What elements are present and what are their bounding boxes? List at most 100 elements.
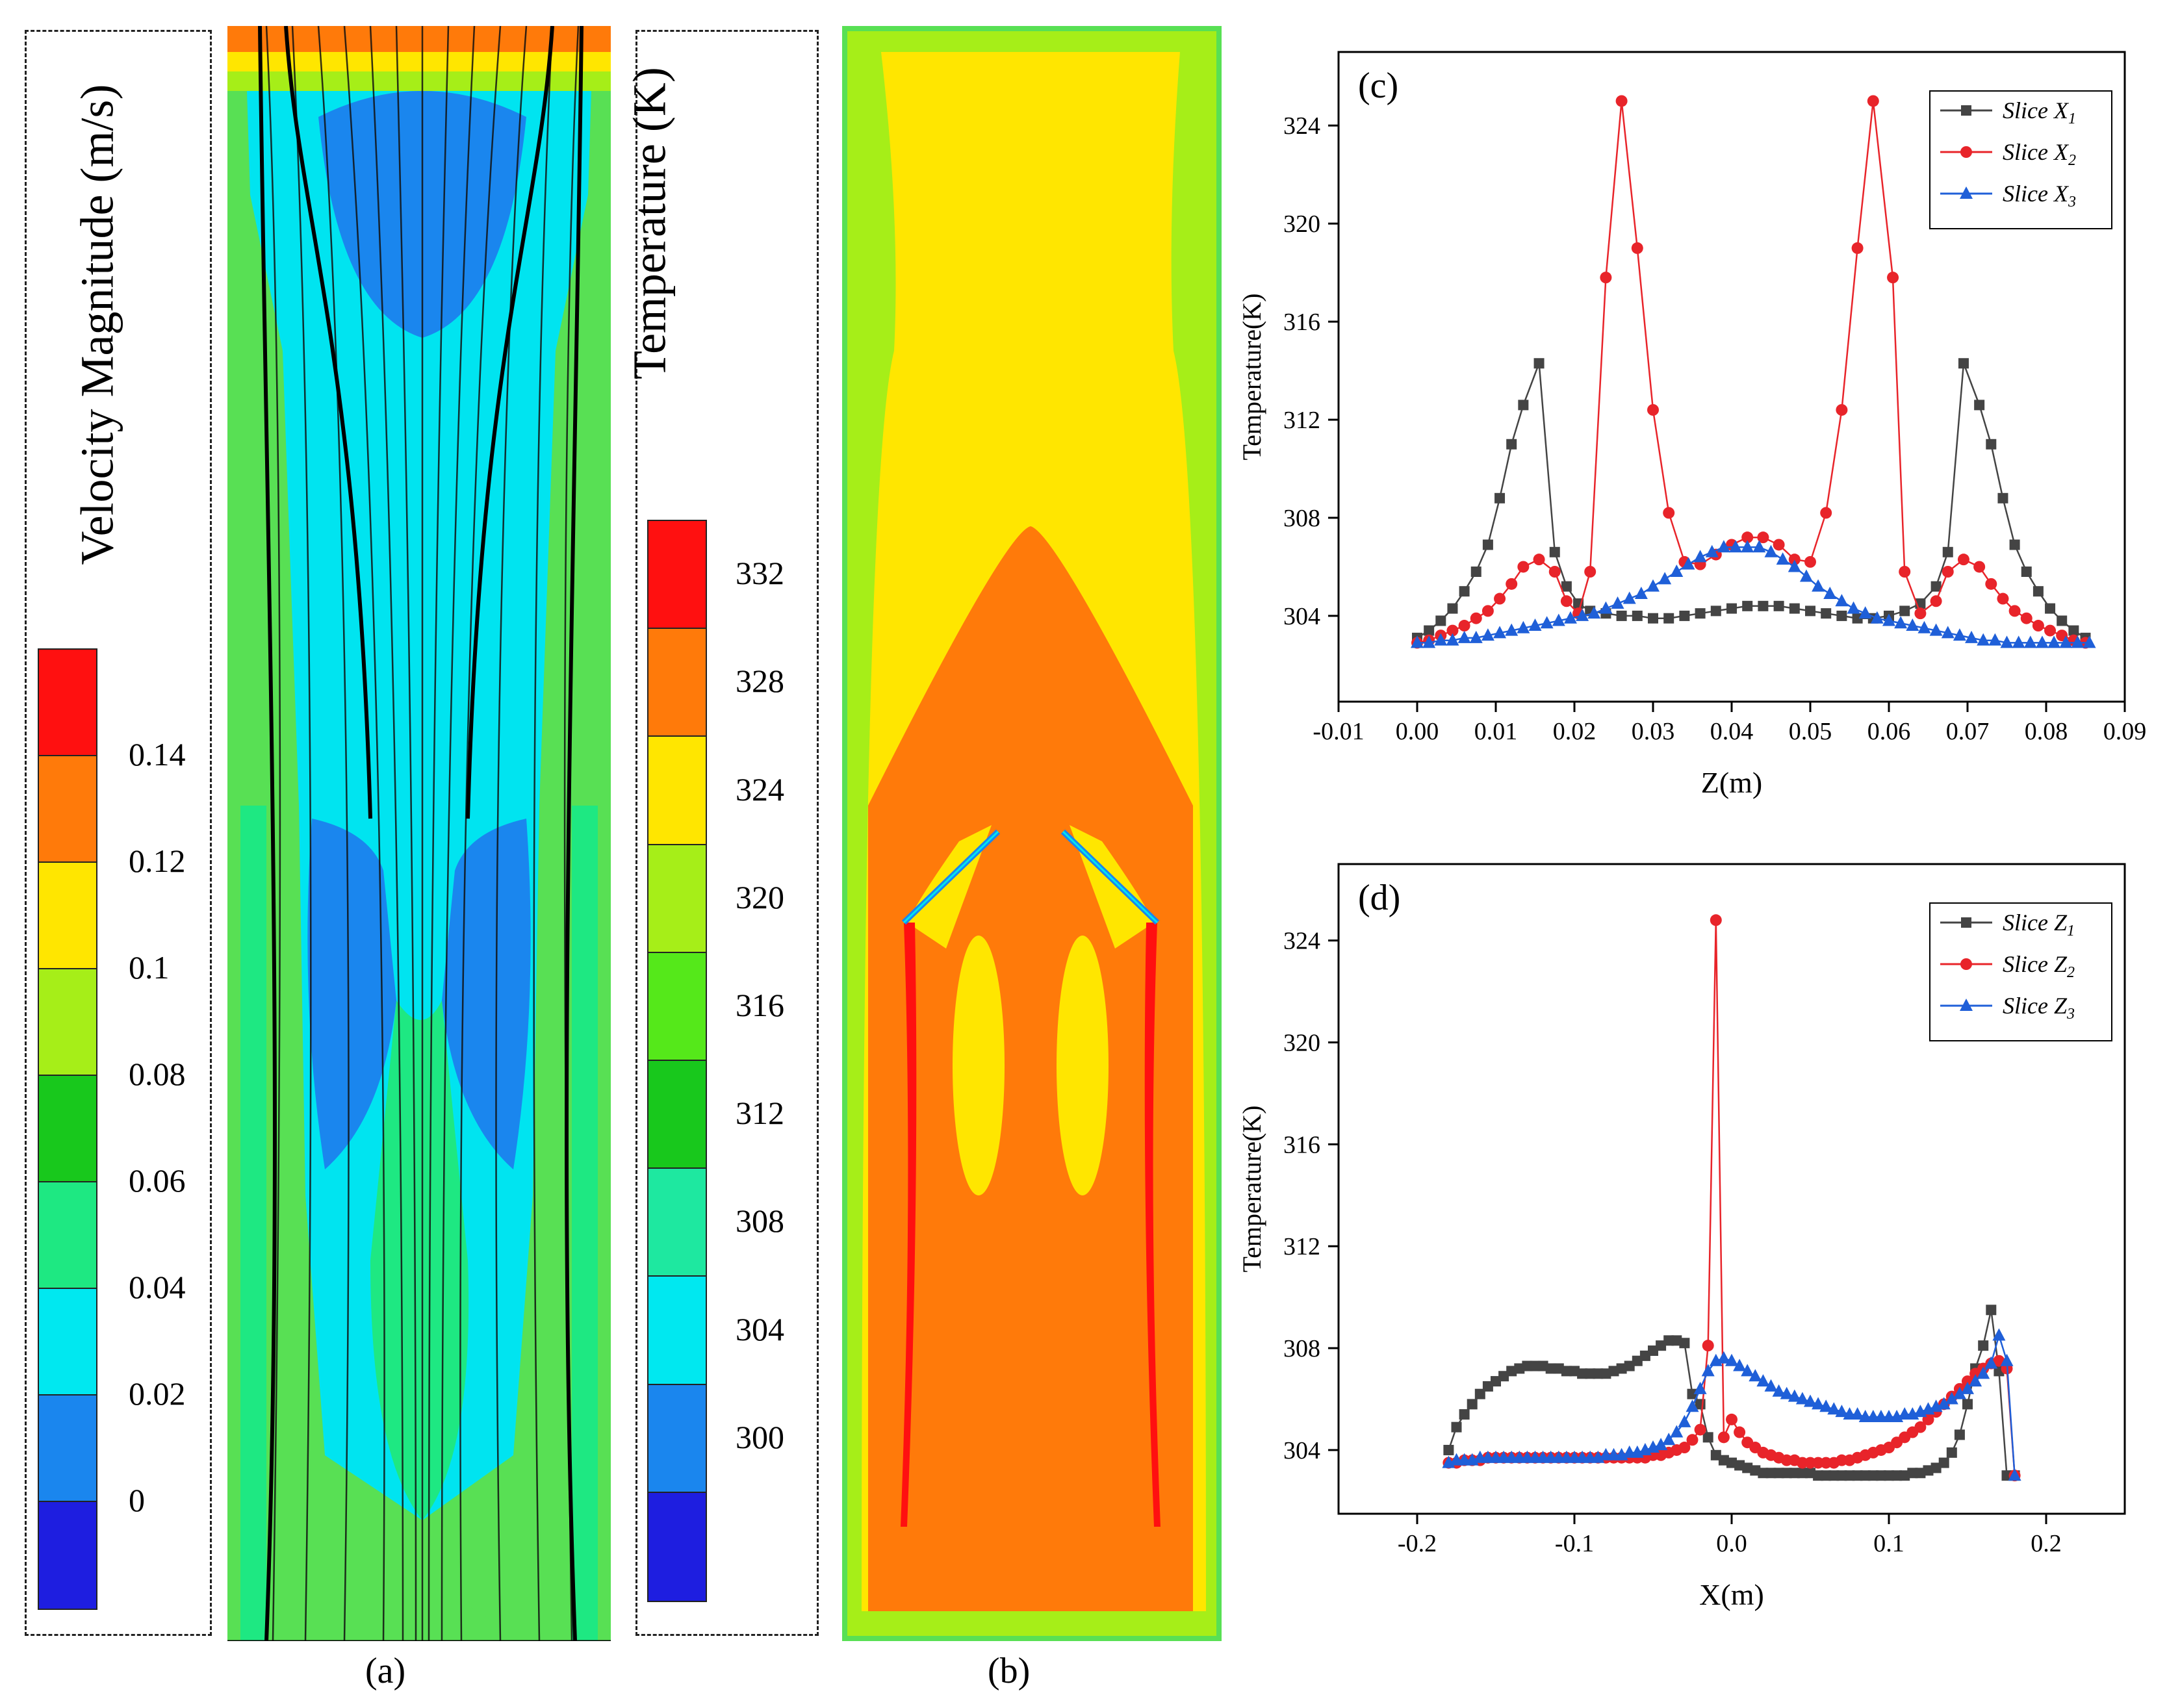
velocity-contour-plot: [227, 26, 611, 1641]
data-point: [1915, 1468, 1926, 1479]
data-point: [1827, 1402, 1841, 1415]
data-point: [2008, 605, 2021, 617]
legend: [1929, 90, 2112, 229]
legend-label: Slice X2: [2003, 139, 2076, 169]
data-point: [1788, 1389, 1801, 1402]
data-point: [1836, 610, 1847, 621]
data-point: [1946, 1447, 1957, 1458]
data-point: [1686, 1434, 1699, 1446]
x-tick-label: 0.01: [1474, 718, 1518, 745]
data-point: [1663, 613, 1674, 624]
data-point: [1726, 1457, 1737, 1468]
data-point: [1705, 544, 1719, 557]
data-point: [1894, 616, 1908, 629]
data-point: [1447, 603, 1458, 614]
data-point: [1891, 1470, 1903, 1481]
data-point: [1899, 605, 1910, 617]
data-point: [2021, 567, 2032, 577]
panel-label: (c): [1358, 66, 1398, 106]
legend-marker: [1961, 105, 1971, 116]
colorbar-a-segment: [39, 1289, 96, 1396]
data-point: [1957, 554, 1969, 566]
colorbar-a-tick-label: 0.1: [129, 949, 170, 986]
colorbar-a-segment: [39, 1076, 96, 1182]
data-point: [1899, 566, 1911, 578]
x-tick-label: 0.05: [1789, 718, 1832, 745]
data-point: [1694, 1423, 1706, 1436]
data-point: [1907, 1468, 1918, 1479]
data-point: [1506, 1366, 1517, 1377]
data-point: [1741, 1364, 1754, 1377]
data-point: [1615, 95, 1628, 107]
legend-label: Slice Z1: [2003, 910, 2075, 939]
data-point: [1986, 439, 1997, 450]
data-point: [1717, 1351, 1730, 1364]
data-point: [2047, 635, 2061, 648]
data-point: [1563, 611, 1577, 624]
data-point: [1973, 561, 1986, 573]
data-point: [1749, 1369, 1762, 1382]
data-point: [1434, 633, 1448, 646]
y-tick-label: 308: [1283, 1335, 1320, 1362]
data-point: [1530, 1360, 1541, 1371]
colorbar-a-title: Velocity Magnitude (m/s): [71, 84, 123, 565]
colorbar-b-segment: [648, 1277, 706, 1385]
data-point: [1835, 1405, 1849, 1418]
x-tick-label: 0.08: [2025, 718, 2068, 745]
colorbar-b-tick-label: 328: [736, 663, 784, 700]
y-tick-label: 312: [1283, 1233, 1320, 1260]
data-point: [1867, 1470, 1879, 1481]
data-point: [1776, 552, 1789, 565]
data-point: [1679, 610, 1690, 621]
data-point: [2059, 635, 2073, 648]
line-chart-d: -0.2 -0.1 0.0 0.1 0.2 304 308 312 316 320 324 X(m) T…: [1237, 863, 2126, 1611]
colorbar-a-segment: [39, 1502, 96, 1609]
data-point: [1962, 1399, 1973, 1410]
data-point: [1608, 1366, 1619, 1377]
data-point: [1788, 559, 1801, 572]
data-point: [1648, 1345, 1658, 1357]
data-point: [1742, 1462, 1753, 1473]
data-point: [1875, 1470, 1886, 1481]
data-point: [1577, 1368, 1588, 1379]
data-point: [1528, 618, 1542, 631]
y-tick-label: 320: [1283, 1030, 1320, 1057]
data-point: [1819, 1399, 1833, 1412]
data-point: [1493, 626, 1507, 639]
line-chart-c: -0.01 0.00 0.01 0.02 0.03 0.04 0.05 0.06 0.07 0.0…: [1237, 51, 2146, 799]
data-point: [1517, 620, 1530, 633]
y-tick-label: 316: [1283, 1131, 1320, 1158]
legend-marker: [1960, 999, 1973, 1011]
data-point: [1851, 1407, 1864, 1420]
data-point: [1773, 600, 1784, 611]
data-point: [1717, 540, 1730, 553]
data-point: [1965, 630, 1979, 643]
legend-marker: [1961, 917, 1971, 928]
y-tick-label: 324: [1283, 928, 1320, 955]
data-point: [2001, 1470, 2012, 1481]
series-line-0: [1417, 363, 2086, 639]
data-point: [1914, 607, 1927, 620]
colorbar-a-tick-label: 0.14: [129, 736, 186, 772]
data-point: [1726, 603, 1737, 614]
data-point: [1765, 1468, 1776, 1479]
data-point: [1729, 540, 1743, 553]
data-point: [1942, 566, 1954, 578]
data-point: [1576, 608, 1589, 621]
data-point: [1457, 630, 1471, 643]
colorbar-a-tick-label: 0.08: [129, 1056, 186, 1092]
data-point: [1977, 1366, 1990, 1379]
data-point: [1467, 1399, 1478, 1410]
data-point: [1663, 1335, 1674, 1346]
data-point: [1977, 633, 1990, 646]
colorbar-a-tick-label: 0.02: [129, 1375, 186, 1412]
legend-marker: [1960, 186, 1973, 199]
colorbar-b-segment: [648, 1384, 706, 1493]
data-point: [1823, 586, 1837, 599]
data-point: [1616, 1363, 1627, 1374]
data-point: [1553, 1363, 1564, 1374]
data-point: [1470, 567, 1481, 577]
data-point: [1945, 1392, 1958, 1405]
data-point: [1687, 1388, 1698, 1399]
data-point: [1984, 1356, 1998, 1369]
